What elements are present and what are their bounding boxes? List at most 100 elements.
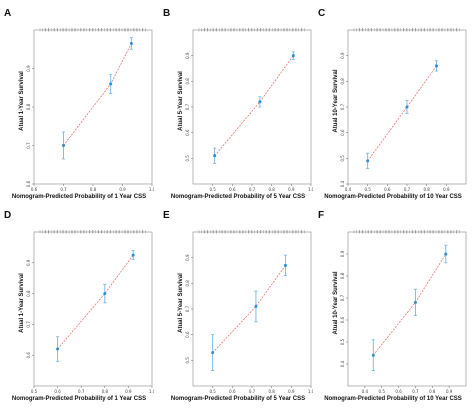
y-tick-label: 0.5 bbox=[185, 155, 190, 162]
x-axis-label: Nomogram-Predicted Probability of 1 Year… bbox=[11, 396, 147, 402]
y-tick-label: 0.9 bbox=[340, 52, 345, 59]
calibration-panel-c: C 0.4 0.5 0.6 0.7 0.8 0.9 0.4 0.5 0.6 0.7 0.8 0.9 A… bbox=[318, 8, 468, 204]
y-tick-label: 0.7 bbox=[185, 305, 190, 312]
x-tick-label: 0.8 bbox=[268, 187, 275, 192]
x-tick-label: 0.6 bbox=[31, 187, 38, 192]
x-tick-label: 0.7 bbox=[249, 187, 256, 192]
x-tick-label: 0.6 bbox=[54, 389, 61, 394]
calibration-plot: 0.6 0.7 0.8 0.9 1.0 0.6 0.7 0.8 0.9 bbox=[26, 28, 154, 192]
calibration-panel-b: B 0.5 0.6 0.7 0.8 0.9 1.0 0.5 0.6 0.7 0.8 0.9 Atua… bbox=[163, 8, 313, 204]
x-tick-label: 0.7 bbox=[412, 389, 419, 394]
data-point bbox=[129, 41, 133, 45]
x-tick-label: 0.9 bbox=[288, 187, 295, 192]
x-tick-label: 1.0 bbox=[308, 389, 313, 394]
data-point bbox=[291, 54, 295, 58]
data-point bbox=[435, 64, 438, 68]
x-tick-label: 0.9 bbox=[125, 389, 132, 394]
x-tick-label: 0.8 bbox=[423, 187, 430, 192]
x-tick-label: 0.6 bbox=[229, 187, 236, 192]
y-tick-label: 0.5 bbox=[340, 338, 345, 345]
y-tick-label: 0.7 bbox=[340, 294, 345, 301]
plot-frame bbox=[192, 231, 312, 387]
y-tick-label: 0.9 bbox=[26, 259, 31, 266]
y-axis-label: Atual 5-Year Survival bbox=[178, 273, 184, 333]
calibration-panel-f: F 0.4 0.5 0.6 0.7 0.8 0.9 0.4 0.5 0.6 0.7 0.8 0.9 A… bbox=[318, 210, 468, 406]
calibration-plot: 0.5 0.6 0.7 0.8 0.9 1.0 0.5 0.6 0.7 0.8 0.9 bbox=[185, 230, 313, 394]
y-tick-label: 0.9 bbox=[185, 52, 190, 59]
y-tick-label: 0.8 bbox=[26, 290, 31, 297]
data-point bbox=[283, 263, 287, 267]
y-tick-label: 0.4 bbox=[340, 360, 345, 367]
x-tick-label: 1.0 bbox=[149, 389, 154, 394]
data-point bbox=[366, 159, 370, 163]
data-point bbox=[109, 82, 113, 86]
panel-letter: A bbox=[4, 8, 12, 19]
x-axis-label: Nomogram-Predicted Probability of 10 Yea… bbox=[324, 194, 462, 200]
y-tick-label: 0.8 bbox=[26, 103, 31, 110]
calibration-line bbox=[367, 65, 437, 162]
y-axis-label: Atual 10-Year Survival bbox=[333, 69, 339, 133]
y-tick-label: 0.6 bbox=[26, 180, 31, 187]
x-axis-label: Nomogram-Predicted Probability of 10 Yea… bbox=[324, 396, 462, 402]
y-axis-label: Atual 5-Year Survival bbox=[178, 71, 184, 131]
x-tick-label: 0.8 bbox=[102, 389, 109, 394]
x-tick-label: 0.9 bbox=[446, 389, 453, 394]
panel-letter: F bbox=[318, 210, 325, 221]
y-tick-label: 0.7 bbox=[185, 103, 190, 110]
calibration-plot: 0.4 0.5 0.6 0.7 0.8 0.9 0.4 0.5 0.6 0.7 0.8 0.9 bbox=[340, 230, 467, 394]
y-tick-label: 0.7 bbox=[26, 142, 31, 149]
x-tick-label: 0.4 bbox=[362, 389, 369, 394]
y-tick-label: 0.5 bbox=[340, 155, 345, 162]
data-point bbox=[413, 300, 417, 304]
y-tick-label: 0.9 bbox=[26, 65, 31, 72]
x-tick-label: 0.8 bbox=[429, 389, 436, 394]
calibration-panel-a: A 0.6 0.7 0.8 0.9 1.0 0.6 0.7 0.8 0.9 Atual 1-Ye… bbox=[4, 8, 154, 204]
x-tick-label: 0.7 bbox=[404, 187, 411, 192]
x-tick-label: 1.0 bbox=[308, 187, 313, 192]
y-axis-label: Atual 10-Year Survival bbox=[333, 271, 339, 335]
x-tick-label: 0.5 bbox=[364, 187, 371, 192]
y-axis-label: Atual 1-Year Survival bbox=[19, 71, 25, 131]
x-axis-label: Nomogram-Predicted Probability of 1 Year… bbox=[11, 194, 147, 200]
calibration-panel-e: E 0.5 0.6 0.7 0.8 0.9 1.0 0.5 0.6 0.7 0.8 0.9 Atua… bbox=[163, 210, 313, 406]
y-tick-label: 0.6 bbox=[185, 331, 190, 338]
y-tick-label: 0.6 bbox=[340, 316, 345, 323]
data-point bbox=[371, 353, 375, 357]
y-tick-label: 0.9 bbox=[185, 254, 190, 261]
calibration-line bbox=[372, 253, 447, 356]
calibration-plot: 0.4 0.5 0.6 0.7 0.8 0.9 0.4 0.5 0.6 0.7 0.8 0.9 bbox=[340, 28, 467, 192]
calibration-line bbox=[57, 254, 134, 350]
y-tick-label: 0.9 bbox=[340, 250, 345, 257]
y-tick-label: 0.7 bbox=[26, 321, 31, 328]
data-point bbox=[56, 347, 60, 351]
data-point bbox=[405, 105, 409, 109]
x-axis-label: Nomogram-Predicted Probability of 5 Year… bbox=[170, 396, 306, 402]
y-axis-label: Atual 1-Year Survival bbox=[19, 273, 25, 333]
y-tick-label: 0.4 bbox=[340, 180, 345, 187]
x-tick-label: 0.9 bbox=[119, 187, 126, 192]
plot-frame bbox=[347, 231, 467, 387]
calibration-plot: 0.5 0.6 0.7 0.8 0.9 1.0 0.5 0.6 0.7 0.8 0.9 bbox=[185, 28, 313, 192]
x-tick-label: 0.9 bbox=[288, 389, 295, 394]
y-tick-label: 0.8 bbox=[340, 272, 345, 279]
x-tick-label: 0.5 bbox=[379, 389, 386, 394]
data-point bbox=[258, 100, 262, 104]
data-point bbox=[211, 351, 215, 355]
calibration-line bbox=[212, 265, 286, 353]
y-tick-label: 0.5 bbox=[185, 357, 190, 364]
y-tick-label: 0.6 bbox=[185, 129, 190, 136]
x-tick-label: 0.7 bbox=[78, 389, 85, 394]
panel-letter: D bbox=[4, 210, 12, 221]
data-point bbox=[213, 154, 217, 158]
x-tick-label: 0.7 bbox=[60, 187, 67, 192]
x-tick-label: 0.4 bbox=[345, 187, 352, 192]
data-point bbox=[444, 252, 448, 256]
data-point bbox=[103, 292, 107, 296]
x-tick-label: 0.8 bbox=[90, 187, 97, 192]
x-tick-label: 0.6 bbox=[395, 389, 402, 394]
x-tick-label: 0.6 bbox=[384, 187, 391, 192]
x-axis-label: Nomogram-Predicted Probability of 5 Year… bbox=[170, 194, 306, 200]
panel-letter: B bbox=[163, 8, 171, 19]
y-tick-label: 0.7 bbox=[340, 103, 345, 110]
x-tick-label: 0.9 bbox=[443, 187, 450, 192]
